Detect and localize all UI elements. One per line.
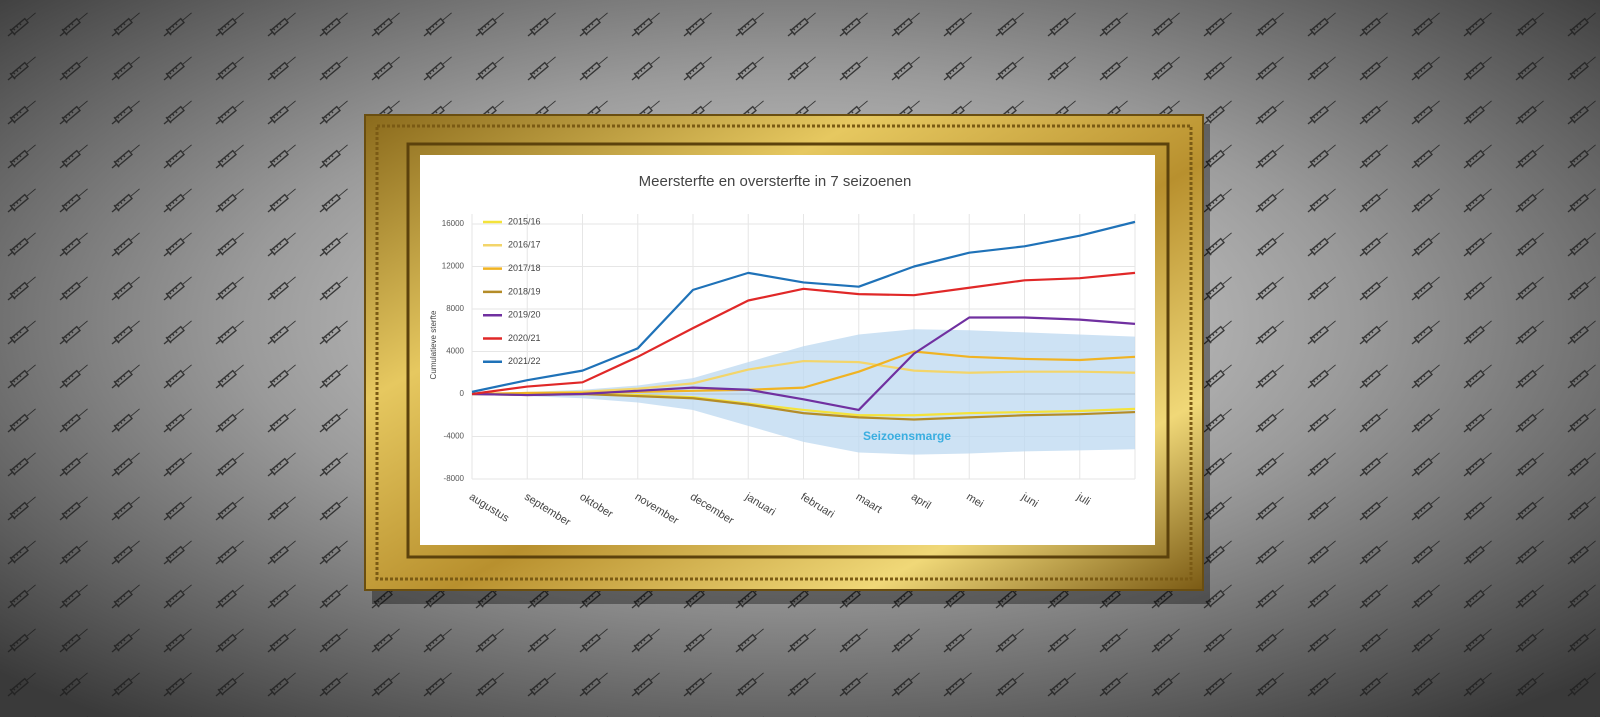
y-tick-label: 12000: [442, 262, 465, 271]
y-tick-label: 16000: [442, 219, 465, 228]
seasonal-band: [472, 329, 1135, 455]
y-tick-label: -8000: [444, 474, 465, 483]
band-label: Seizoensmarge: [863, 429, 951, 443]
series-line: [471, 220, 1136, 393]
legend-label: 2018/19: [508, 286, 541, 296]
legend-label: 2021/22: [508, 356, 541, 366]
chart-title: Meersterfte en oversterfte in 7 seizoene…: [639, 173, 912, 190]
legend-label: 2020/21: [508, 333, 541, 343]
y-tick-label: 4000: [446, 347, 464, 356]
y-axis-label: Cumulatieve sterfte: [429, 310, 438, 379]
plot-area: [471, 214, 1136, 480]
legend-label: 2017/18: [508, 263, 541, 273]
legend: 2015/16 2016/17 2017/18 2018/19 2019/20 2020/…: [483, 216, 541, 366]
y-tick-label: -4000: [444, 432, 465, 441]
legend-label: 2015/16: [508, 216, 541, 226]
y-tick-label: 0: [460, 389, 465, 398]
frame-inner-edge: [406, 142, 1170, 559]
series-line: [471, 271, 1136, 396]
legend-label: 2016/17: [508, 240, 541, 250]
frame-ornament: [375, 124, 1193, 581]
legend-label: 2019/20: [508, 310, 541, 320]
series-line: [471, 316, 1136, 412]
y-tick-label: 8000: [446, 304, 464, 313]
